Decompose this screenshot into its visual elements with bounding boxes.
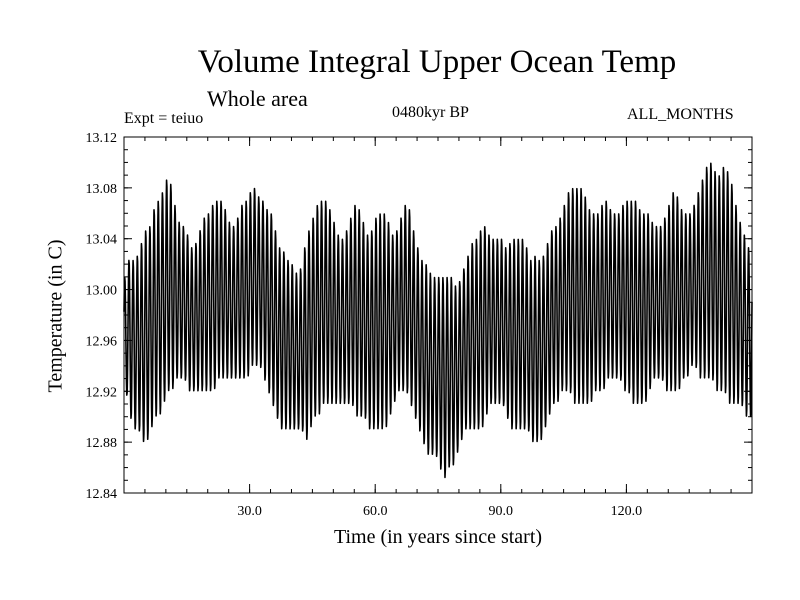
x-tick-label: 30.0 [237, 504, 262, 519]
y-tick-label: 12.92 [86, 385, 118, 400]
period-label: 0480kyr BP [392, 104, 469, 121]
experiment-label: Expt = teiuo [124, 110, 204, 127]
x-tick-label: 60.0 [363, 504, 388, 519]
y-tick-label: 12.84 [86, 487, 118, 502]
series-line-teiuo [123, 162, 753, 479]
x-tick-label: 120.0 [611, 504, 643, 519]
y-tick-label: 13.08 [86, 182, 118, 197]
chart-subtitle: Whole area [207, 86, 308, 111]
y-tick-label: 13.12 [86, 131, 118, 146]
x-axis-label: Time (in years since start) [333, 526, 543, 548]
months-label: ALL_MONTHS [627, 106, 734, 123]
y-tick-label: 12.88 [86, 436, 118, 451]
chart-title: Volume Integral Upper Ocean Temp [197, 44, 677, 80]
series-layer [123, 162, 753, 479]
y-tick-label: 13.04 [86, 233, 118, 248]
y-tick-label: 12.96 [86, 334, 118, 349]
y-tick-label: 13.00 [86, 284, 118, 299]
x-tick-label: 90.0 [489, 504, 514, 519]
axis-ticks: 12.84 12.88 12.92 12.96 13.00 13.04 13.08 13.12… [86, 131, 753, 519]
plot-frame [123, 136, 753, 494]
